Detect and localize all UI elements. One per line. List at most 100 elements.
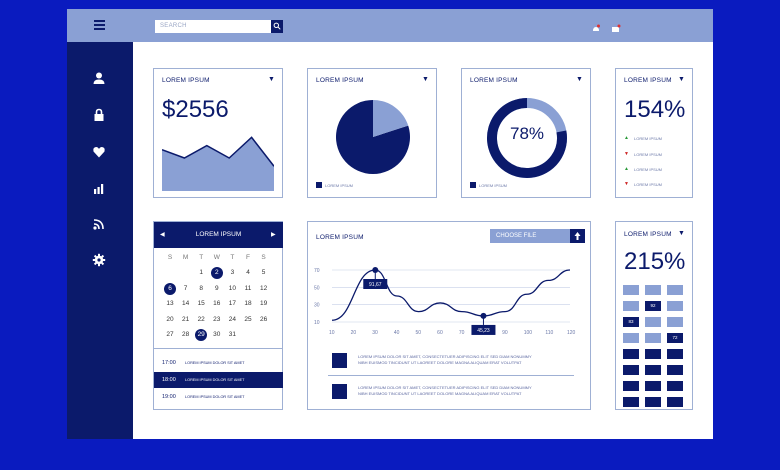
- calendar-day[interactable]: 13: [166, 300, 174, 307]
- calendar-day[interactable]: 10: [228, 284, 236, 292]
- annotation-box: [471, 324, 496, 335]
- grid-tile[interactable]: [645, 397, 661, 407]
- calendar-day[interactable]: 20: [166, 315, 174, 323]
- calendar-day[interactable]: 22: [197, 315, 205, 323]
- calendar-day[interactable]: 18: [244, 300, 252, 307]
- grid-tile[interactable]: [645, 317, 661, 327]
- schedule-item[interactable]: 19:00 LOREM IPSUM DOLOR SIT AMET: [162, 394, 245, 400]
- bell-icon[interactable]: [591, 21, 601, 31]
- calendar-header: ◀ LOREM IPSUM ▶: [154, 222, 283, 248]
- grid-tile[interactable]: [645, 285, 661, 295]
- next-month-button[interactable]: ▶: [271, 232, 276, 238]
- legend-label: LOREM IPSUM: [479, 183, 508, 188]
- chevron-down-icon[interactable]: ▼: [422, 76, 429, 83]
- top-bar: SEARCH: [67, 9, 713, 42]
- grid-tile[interactable]: [667, 397, 683, 407]
- calendar-day[interactable]: 31: [228, 331, 236, 338]
- grid-tile[interactable]: [667, 381, 683, 391]
- tile-label: 72: [672, 335, 678, 340]
- calendar-day[interactable]: 29: [195, 329, 208, 341]
- weekday-label: M: [182, 254, 189, 261]
- grid-tile[interactable]: [645, 349, 661, 359]
- calendar-day[interactable]: 5: [261, 269, 266, 276]
- chat-icon[interactable]: [611, 21, 621, 32]
- weekday-label: T: [199, 254, 204, 261]
- calendar-day[interactable]: 21: [181, 315, 190, 323]
- calendar-day[interactable]: 4: [246, 269, 250, 276]
- chevron-down-icon[interactable]: ▼: [678, 230, 685, 237]
- calendar-day[interactable]: 17: [228, 300, 236, 307]
- calendar-day[interactable]: 11: [244, 284, 252, 292]
- search-input[interactable]: SEARCH: [155, 20, 271, 33]
- trend-item-down: ▼ LOREM IPSUM: [624, 181, 663, 187]
- calendar-day[interactable]: 7: [183, 284, 188, 292]
- trend-item-up: ▲ LOREM IPSUM: [624, 166, 663, 172]
- grid-tile[interactable]: [623, 397, 639, 407]
- grid-tile[interactable]: [667, 301, 683, 311]
- card-title: LOREM IPSUM: [162, 77, 210, 84]
- calendar-day[interactable]: 19: [259, 300, 268, 307]
- tile-label: 83: [628, 319, 634, 324]
- calendar-day[interactable]: 8: [199, 284, 203, 292]
- grid-tile[interactable]: [623, 333, 639, 343]
- chevron-down-icon[interactable]: ▼: [576, 76, 583, 83]
- chevron-down-icon[interactable]: ▼: [678, 76, 685, 83]
- grid-tile[interactable]: 72: [667, 333, 683, 343]
- calendar-day[interactable]: 27: [166, 331, 174, 338]
- calendar-day[interactable]: 14: [181, 300, 190, 307]
- grid-tile[interactable]: 83: [623, 317, 639, 327]
- calendar-day[interactable]: 23: [213, 315, 221, 323]
- upload-icon[interactable]: [570, 229, 585, 243]
- grid-tile[interactable]: [623, 349, 639, 359]
- arrow-up-icon: ▲: [624, 166, 629, 172]
- prev-month-button[interactable]: ◀: [160, 232, 165, 238]
- lock-icon[interactable]: [92, 108, 106, 122]
- grid-tile[interactable]: [667, 365, 683, 375]
- calendar-day[interactable]: 30: [213, 331, 221, 338]
- arrow-down-icon: ▼: [624, 151, 629, 157]
- grid-tile[interactable]: [667, 317, 683, 327]
- calendar-day[interactable]: 15: [197, 300, 205, 307]
- grid-tile[interactable]: [623, 381, 639, 391]
- grid-tile[interactable]: [645, 365, 661, 375]
- user-icon[interactable]: [92, 71, 106, 85]
- calendar-day[interactable]: 16: [213, 300, 221, 307]
- pie-slice: [373, 100, 409, 137]
- x-tick-label: 20: [351, 330, 357, 336]
- calendar-day[interactable]: 6: [164, 282, 176, 295]
- search-button[interactable]: [271, 20, 283, 33]
- grid-tile[interactable]: [667, 349, 683, 359]
- area-fill: [162, 137, 274, 191]
- y-tick-label: 10: [314, 320, 320, 326]
- bar-chart-icon[interactable]: [92, 181, 106, 195]
- grid-tile[interactable]: 92: [645, 301, 661, 311]
- x-tick-label: 120: [567, 330, 576, 336]
- calendar-day[interactable]: 2: [210, 267, 223, 279]
- calendar-day[interactable]: 9: [214, 284, 219, 292]
- calendar-day[interactable]: 1: [199, 269, 203, 276]
- calendar-day[interactable]: 24: [228, 315, 236, 323]
- grid-tile[interactable]: [623, 301, 639, 311]
- menu-icon[interactable]: [94, 20, 105, 30]
- gear-icon[interactable]: [92, 253, 106, 267]
- grid-tile[interactable]: [623, 365, 639, 375]
- grid-tile[interactable]: [645, 381, 661, 391]
- grid-tile[interactable]: [645, 333, 661, 343]
- rss-icon[interactable]: [92, 217, 106, 231]
- calendar-day[interactable]: 25: [244, 315, 252, 323]
- calendar-day[interactable]: 12: [259, 284, 268, 292]
- line-chart-card: LOREM IPSUM CHOOSE FILE 10 30 50 70 10 20 30 40…: [307, 221, 591, 410]
- schedule-item-active[interactable]: 18:00 LOREM IPSUM DOLOR SIT AMET: [154, 372, 283, 388]
- calendar-day[interactable]: 26: [259, 315, 268, 323]
- area-chart: [162, 136, 274, 191]
- grid-tile[interactable]: [667, 285, 683, 295]
- calendar-day[interactable]: 28: [181, 331, 190, 338]
- schedule-item[interactable]: 17:00 LOREM IPSUM DOLOR SIT AMET: [162, 360, 245, 366]
- calendar-day[interactable]: 3: [230, 269, 235, 276]
- line-chart: 1030507010203040506070809010011012091,67…: [314, 267, 576, 336]
- grid-tile[interactable]: [623, 285, 639, 295]
- chevron-down-icon[interactable]: ▼: [268, 76, 275, 83]
- choose-file-button[interactable]: CHOOSE FILE: [490, 229, 570, 243]
- x-tick-label: 90: [502, 330, 508, 336]
- heart-icon[interactable]: [92, 145, 106, 159]
